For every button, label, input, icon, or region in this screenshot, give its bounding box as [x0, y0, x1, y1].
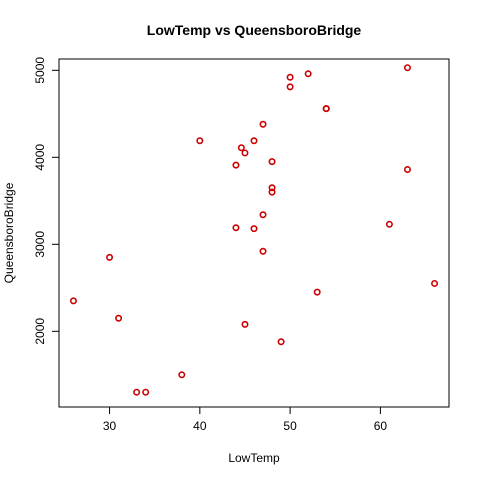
data-point: [178, 371, 186, 379]
data-point: [304, 70, 312, 78]
chart-title: LowTemp vs QueensboroBridge: [147, 22, 362, 38]
data-point: [277, 338, 285, 346]
data-point: [241, 320, 249, 328]
x-axis: 30 40 50 60: [103, 406, 388, 433]
data-point: [133, 388, 141, 396]
y-axis: 2000 3000 4000 5000: [33, 57, 60, 345]
data-point: [142, 388, 150, 396]
y-tick-label: 5000: [33, 57, 47, 84]
data-point: [250, 225, 258, 233]
data-point: [259, 247, 267, 255]
data-point: [286, 73, 294, 81]
x-tick-label: 40: [193, 419, 207, 433]
x-axis-label: LowTemp: [228, 451, 280, 465]
data-point: [237, 144, 245, 152]
x-tick-label: 50: [283, 419, 297, 433]
x-tick-label: 30: [103, 419, 117, 433]
data-point: [106, 253, 114, 261]
y-axis-label: QueensboroBridge: [2, 182, 16, 283]
data-point: [268, 158, 276, 166]
data-point: [115, 314, 123, 322]
data-point: [241, 149, 249, 157]
data-point: [403, 165, 411, 173]
data-point: [259, 211, 267, 219]
data-point: [259, 120, 267, 128]
y-tick-label: 3000: [33, 231, 47, 258]
data-point: [268, 184, 276, 192]
data-point: [232, 224, 240, 232]
data-point: [232, 161, 240, 169]
y-tick-label: 4000: [33, 144, 47, 171]
data-point: [385, 220, 393, 228]
data-point: [250, 137, 258, 145]
data-point: [322, 105, 330, 113]
data-point: [69, 297, 77, 305]
data-point: [403, 64, 411, 72]
data-points: [69, 64, 439, 396]
y-tick-label: 2000: [33, 318, 47, 345]
data-point: [313, 288, 321, 296]
data-point: [196, 137, 204, 145]
data-point: [286, 83, 294, 91]
data-point: [431, 279, 439, 287]
data-point: [268, 188, 276, 196]
x-tick-label: 60: [374, 419, 388, 433]
